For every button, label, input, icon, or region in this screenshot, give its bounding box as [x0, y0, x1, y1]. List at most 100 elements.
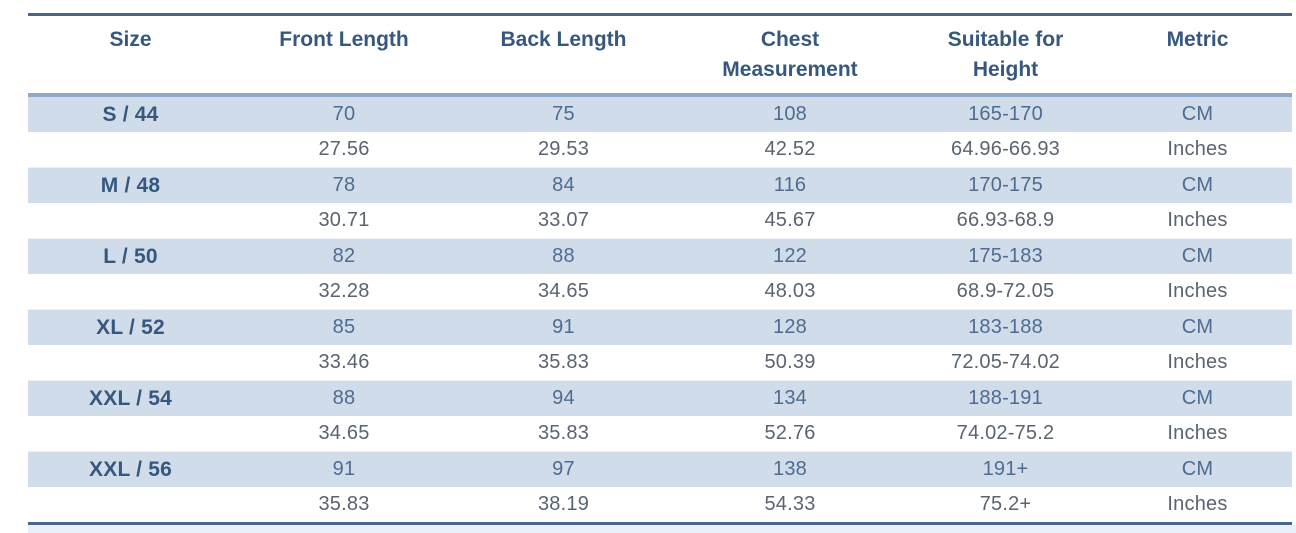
cell-back-length: 33.07: [455, 203, 672, 239]
cell-back-length: 88: [455, 238, 672, 274]
cell-back-length: 35.83: [455, 345, 672, 381]
cell-suitable-height: 66.93-68.9: [908, 203, 1103, 239]
col-header-suitable-height: Suitable for Height: [908, 14, 1103, 97]
col-header-front-length: Front Length: [233, 14, 455, 97]
col-header-size-label: Size: [109, 28, 152, 51]
cell-front-length: 82: [233, 238, 455, 274]
cell-chest-measurement: 52.76: [672, 416, 908, 452]
cell-suitable-height: 72.05-74.02: [908, 345, 1103, 381]
cell-size: [28, 274, 233, 310]
cell-metric: Inches: [1103, 345, 1292, 381]
cell-size: [28, 416, 233, 452]
cell-size: M / 48: [28, 167, 233, 203]
col-header-back-length: Back Length: [455, 14, 672, 97]
cell-front-length: 78: [233, 167, 455, 203]
cell-suitable-height: 165-170: [908, 95, 1103, 132]
cell-size: XXL / 56: [28, 451, 233, 487]
col-header-suitable-height-label: Suitable for Height: [947, 28, 1064, 82]
cell-back-length: 34.65: [455, 274, 672, 310]
cell-chest-measurement: 48.03: [672, 274, 908, 310]
table-row: 30.71 33.07 45.67 66.93-68.9 Inches: [28, 203, 1292, 239]
cell-chest-measurement: 122: [672, 238, 908, 274]
cell-suitable-height: 75.2+: [908, 487, 1103, 524]
cell-chest-measurement: 50.39: [672, 345, 908, 381]
cell-suitable-height: 74.02-75.2: [908, 416, 1103, 452]
cell-chest-measurement: 42.52: [672, 132, 908, 168]
cell-metric: Inches: [1103, 487, 1292, 524]
cell-suitable-height: 191+: [908, 451, 1103, 487]
table-row: XXL / 54 88 94 134 188-191 CM: [28, 380, 1292, 416]
table-row: L / 50 82 88 122 175-183 CM: [28, 238, 1292, 274]
table-row: M / 48 78 84 116 170-175 CM: [28, 167, 1292, 203]
cell-back-length: 38.19: [455, 487, 672, 524]
cell-size: L / 50: [28, 238, 233, 274]
cell-back-length: 91: [455, 309, 672, 345]
cell-size: XXL / 54: [28, 380, 233, 416]
cell-metric: Inches: [1103, 274, 1292, 310]
cell-front-length: 32.28: [233, 274, 455, 310]
cell-metric: Inches: [1103, 132, 1292, 168]
cell-suitable-height: 175-183: [908, 238, 1103, 274]
cell-size: [28, 487, 233, 524]
size-table-body: S / 44 70 75 108 165-170 CM 27.56 29.53 42.52 64.…: [28, 95, 1292, 524]
table-row: 34.65 35.83 52.76 74.02-75.2 Inches: [28, 416, 1292, 452]
cell-back-length: 97: [455, 451, 672, 487]
cell-front-length: 85: [233, 309, 455, 345]
table-row: XL / 52 85 91 128 183-188 CM: [28, 309, 1292, 345]
table-row: S / 44 70 75 108 165-170 CM: [28, 95, 1292, 132]
cell-metric: CM: [1103, 451, 1292, 487]
cell-chest-measurement: 45.67: [672, 203, 908, 239]
cell-size: [28, 132, 233, 168]
table-row: 35.83 38.19 54.33 75.2+ Inches: [28, 487, 1292, 524]
cell-metric: CM: [1103, 380, 1292, 416]
cell-back-length: 94: [455, 380, 672, 416]
cell-front-length: 35.83: [233, 487, 455, 524]
cell-chest-measurement: 128: [672, 309, 908, 345]
size-chart-table: Size Front Length Back Length Chest Meas…: [28, 13, 1292, 525]
col-header-chest-measurement-label: Chest Measurement: [722, 28, 858, 82]
cell-back-length: 35.83: [455, 416, 672, 452]
cell-back-length: 29.53: [455, 132, 672, 168]
cell-front-length: 33.46: [233, 345, 455, 381]
col-header-chest-measurement: Chest Measurement: [672, 14, 908, 97]
cell-front-length: 70: [233, 95, 455, 132]
table-row: 27.56 29.53 42.52 64.96-66.93 Inches: [28, 132, 1292, 168]
table-row: 33.46 35.83 50.39 72.05-74.02 Inches: [28, 345, 1292, 381]
cell-chest-measurement: 138: [672, 451, 908, 487]
cell-suitable-height: 183-188: [908, 309, 1103, 345]
cell-front-length: 88: [233, 380, 455, 416]
cell-front-length: 34.65: [233, 416, 455, 452]
cell-front-length: 30.71: [233, 203, 455, 239]
cell-suitable-height: 188-191: [908, 380, 1103, 416]
cell-back-length: 84: [455, 167, 672, 203]
cell-size: XL / 52: [28, 309, 233, 345]
cell-metric: CM: [1103, 95, 1292, 132]
cell-chest-measurement: 54.33: [672, 487, 908, 524]
cell-chest-measurement: 108: [672, 95, 908, 132]
cell-front-length: 27.56: [233, 132, 455, 168]
col-header-metric: Metric: [1103, 14, 1292, 97]
cell-size: S / 44: [28, 95, 233, 132]
table-row: 32.28 34.65 48.03 68.9-72.05 Inches: [28, 274, 1292, 310]
cell-metric: CM: [1103, 167, 1292, 203]
cell-size: [28, 345, 233, 381]
col-header-metric-label: Metric: [1166, 28, 1229, 51]
cell-back-length: 75: [455, 95, 672, 132]
cell-metric: CM: [1103, 238, 1292, 274]
cell-front-length: 91: [233, 451, 455, 487]
cell-chest-measurement: 116: [672, 167, 908, 203]
header-row: Size Front Length Back Length Chest Meas…: [28, 14, 1292, 97]
cell-chest-measurement: 134: [672, 380, 908, 416]
col-header-front-length-label: Front Length: [279, 28, 409, 51]
footer-strip: [28, 525, 1296, 533]
table-row: XXL / 56 91 97 138 191+ CM: [28, 451, 1292, 487]
col-header-back-length-label: Back Length: [500, 28, 627, 51]
cell-size: [28, 203, 233, 239]
cell-suitable-height: 170-175: [908, 167, 1103, 203]
cell-metric: Inches: [1103, 203, 1292, 239]
cell-suitable-height: 68.9-72.05: [908, 274, 1103, 310]
cell-metric: Inches: [1103, 416, 1292, 452]
col-header-size: Size: [28, 14, 233, 97]
cell-metric: CM: [1103, 309, 1292, 345]
